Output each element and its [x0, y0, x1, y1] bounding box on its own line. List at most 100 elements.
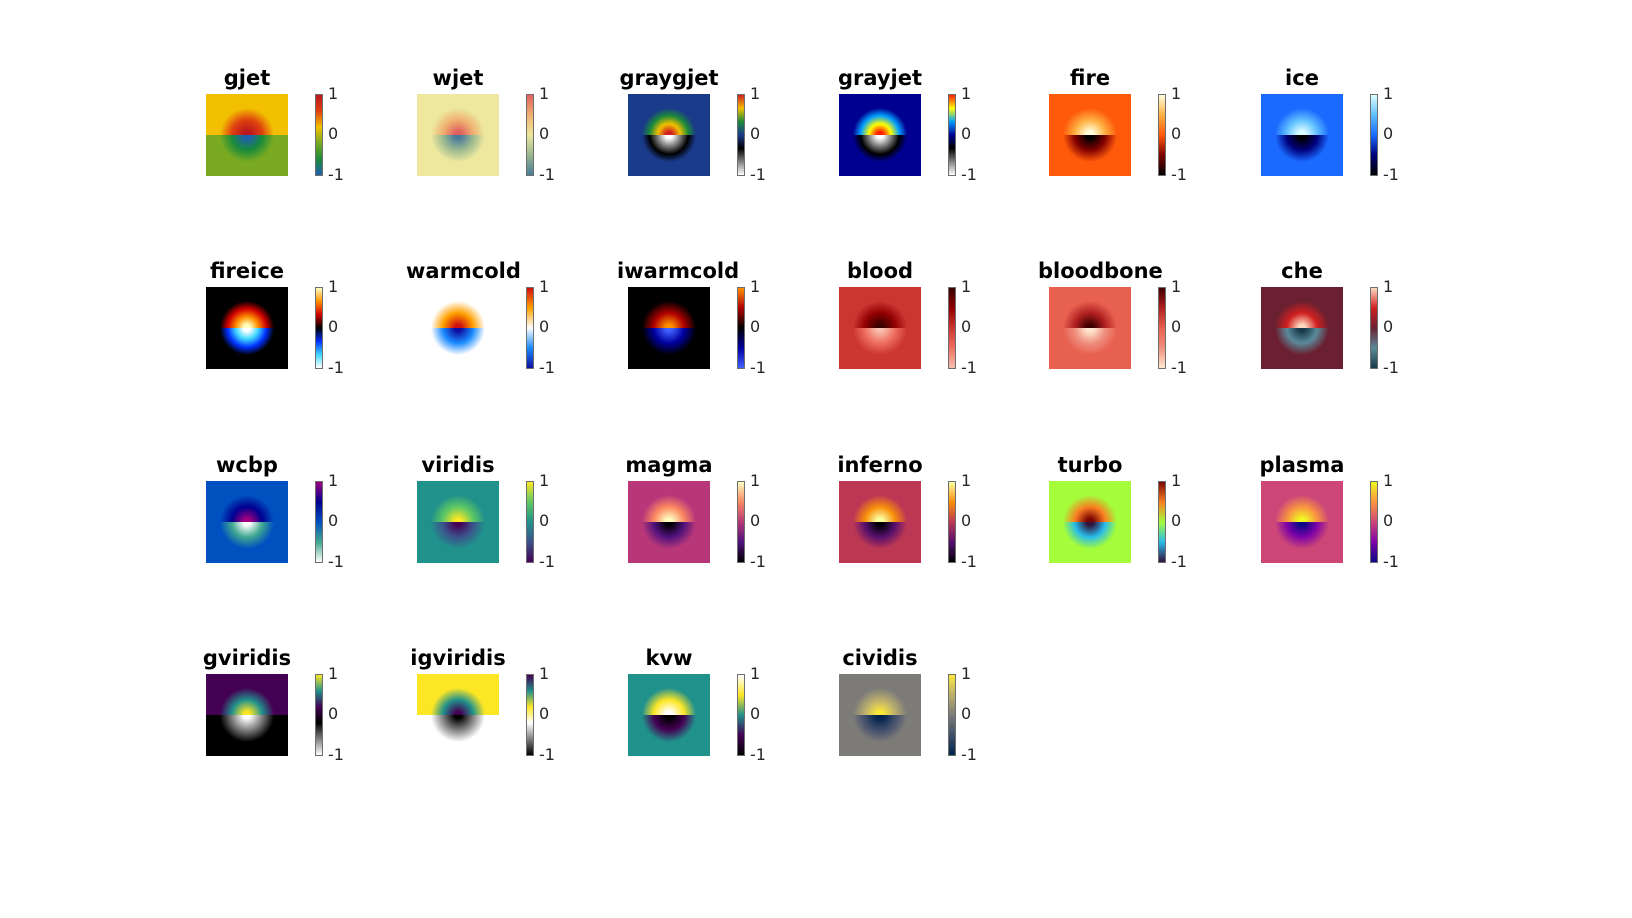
colorbar-tick-label: -1 — [1383, 554, 1399, 570]
colorbar-tick-label: 1 — [539, 279, 549, 295]
panel-title: wcbp — [195, 453, 299, 477]
negative-half — [1261, 135, 1343, 176]
positive-half — [1049, 94, 1131, 135]
heatmap-image — [1049, 287, 1131, 369]
colorbar-tick-label: 0 — [1383, 126, 1393, 142]
positive-half — [1261, 287, 1343, 328]
colorbar-tick-label: 1 — [1383, 279, 1393, 295]
heatmap-image — [839, 287, 921, 369]
colorbar-tick-label: 1 — [1171, 279, 1181, 295]
heatmap-image — [206, 94, 288, 176]
colorbar-tick-label: -1 — [961, 747, 977, 763]
colorbar-tick-label: 0 — [961, 319, 971, 335]
negative-half — [628, 522, 710, 563]
colorbar-tick-label: 0 — [539, 706, 549, 722]
positive-half — [839, 481, 921, 522]
negative-half — [839, 522, 921, 563]
positive-half — [839, 674, 921, 715]
heatmap-image — [1049, 94, 1131, 176]
heatmap-image — [206, 674, 288, 756]
colorbar — [526, 94, 534, 176]
heatmap-image — [1261, 287, 1343, 369]
negative-half — [628, 715, 710, 756]
panel-title: che — [1250, 259, 1354, 283]
colorbar-tick-label: 1 — [1383, 473, 1393, 489]
colorbar-tick-label: 0 — [750, 319, 760, 335]
colorbar-tick-label: 0 — [961, 126, 971, 142]
positive-half — [417, 287, 499, 328]
heatmap-image — [417, 287, 499, 369]
colorbar-tick-label: 0 — [750, 706, 760, 722]
colorbar-tick-label: 0 — [328, 706, 338, 722]
negative-half — [839, 328, 921, 369]
colormap-panel-gjet: gjet 1 0 -1 — [195, 66, 395, 206]
colorbar-tick-label: 0 — [1383, 513, 1393, 529]
heatmap-image — [1261, 94, 1343, 176]
colorbar-tick-label: -1 — [961, 360, 977, 376]
colorbar-tick-label: 1 — [1171, 473, 1181, 489]
negative-half — [1261, 328, 1343, 369]
colorbar-tick-label: -1 — [539, 747, 555, 763]
negative-half — [839, 135, 921, 176]
colorbar-tick-label: 0 — [1171, 319, 1181, 335]
colormap-panel-bloodbone: bloodbone 1 0 -1 — [1038, 259, 1238, 399]
colorbar-tick-label: 0 — [750, 126, 760, 142]
colorbar-tick-label: 0 — [1171, 126, 1181, 142]
panel-title: inferno — [828, 453, 932, 477]
panel-title: fireice — [195, 259, 299, 283]
colorbar-tick-label: 1 — [750, 473, 760, 489]
panel-title: bloodbone — [1038, 259, 1142, 283]
colormap-panel-fireice: fireice 1 0 -1 — [195, 259, 395, 399]
colorbar-tick-label: -1 — [328, 747, 344, 763]
negative-half — [417, 135, 499, 176]
colorbar-tick-label: 1 — [328, 279, 338, 295]
colorbar — [948, 674, 956, 756]
panel-title: gjet — [195, 66, 299, 90]
colorbar-tick-label: 0 — [750, 513, 760, 529]
positive-half — [628, 94, 710, 135]
colormap-panel-plasma: plasma 1 0 -1 — [1250, 453, 1450, 593]
colormap-panel-wjet: wjet 1 0 -1 — [406, 66, 606, 206]
panel-title: plasma — [1250, 453, 1354, 477]
colormap-panel-gviridis: gviridis 1 0 -1 — [195, 646, 395, 786]
colorbar-tick-label: -1 — [1383, 167, 1399, 183]
colorbar-tick-label: 1 — [961, 86, 971, 102]
colorbar-tick-label: 1 — [750, 86, 760, 102]
panel-title: igviridis — [406, 646, 510, 670]
positive-half — [417, 481, 499, 522]
colorbar-tick-label: -1 — [961, 554, 977, 570]
colormap-panel-igviridis: igviridis 1 0 -1 — [406, 646, 606, 786]
colorbar-tick-label: 1 — [1383, 86, 1393, 102]
heatmap-image — [417, 481, 499, 563]
positive-half — [1261, 94, 1343, 135]
heatmap-image — [839, 674, 921, 756]
colorbar — [1370, 94, 1378, 176]
colorbar — [526, 674, 534, 756]
colorbar-tick-label: 0 — [1171, 513, 1181, 529]
colorbar-tick-label: -1 — [1171, 554, 1187, 570]
colorbar-tick-label: -1 — [1383, 360, 1399, 376]
positive-half — [839, 94, 921, 135]
positive-half — [206, 94, 288, 135]
colorbar-tick-label: 1 — [961, 279, 971, 295]
colormap-panel-graygjet: graygjet 1 0 -1 — [617, 66, 817, 206]
negative-half — [628, 135, 710, 176]
colorbar-tick-label: -1 — [750, 167, 766, 183]
colorbar — [1370, 287, 1378, 369]
colorbar — [948, 94, 956, 176]
positive-half — [839, 287, 921, 328]
colormap-panel-viridis: viridis 1 0 -1 — [406, 453, 606, 593]
negative-half — [417, 522, 499, 563]
colorbar-tick-label: -1 — [328, 360, 344, 376]
colorbar-tick-label: -1 — [539, 554, 555, 570]
heatmap-image — [839, 94, 921, 176]
colorbar-tick-label: -1 — [328, 554, 344, 570]
colorbar — [948, 481, 956, 563]
heatmap-image — [839, 481, 921, 563]
heatmap-image — [628, 287, 710, 369]
panel-title: fire — [1038, 66, 1142, 90]
colorbar — [526, 481, 534, 563]
colorbar — [1370, 481, 1378, 563]
colorbar-tick-label: 1 — [328, 86, 338, 102]
